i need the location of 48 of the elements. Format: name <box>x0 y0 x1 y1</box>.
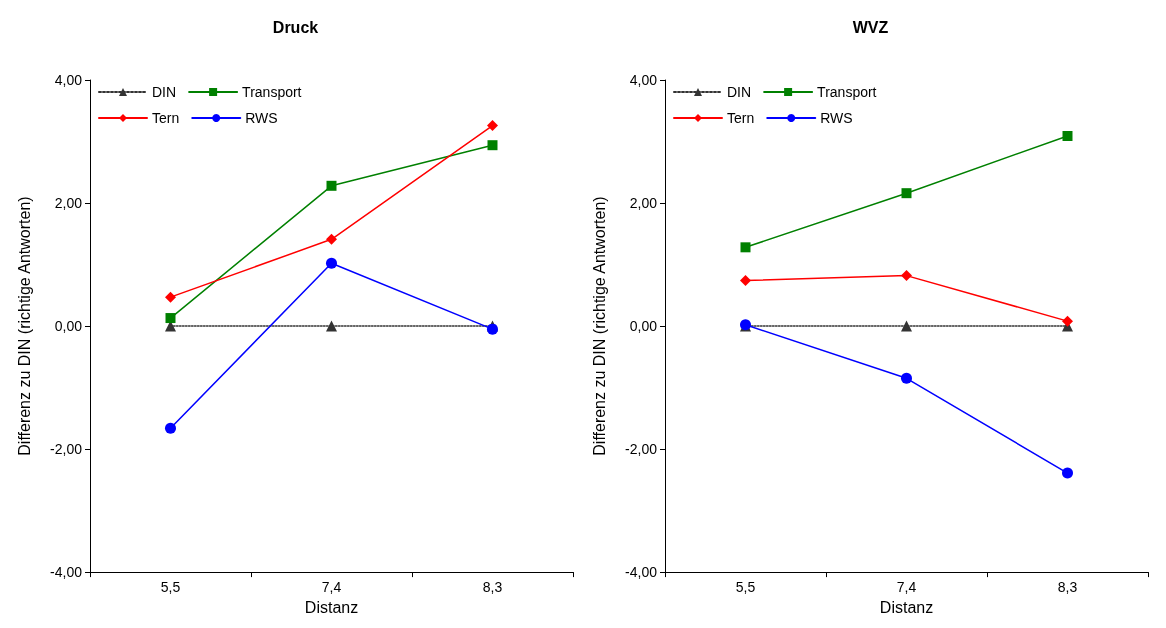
x-tick-label: 7,4 <box>321 579 342 596</box>
point <box>1062 467 1073 479</box>
point <box>1062 130 1073 141</box>
point <box>326 233 337 245</box>
point <box>487 120 498 132</box>
point <box>326 257 337 269</box>
point <box>326 320 337 332</box>
chart-title: WVZ <box>852 18 889 36</box>
x-tick-label: 5,5 <box>735 579 756 596</box>
y-tick-label: 2,00 <box>629 195 658 212</box>
x-axis-title: Distanz <box>304 598 359 616</box>
legend-label: DIN <box>152 84 177 100</box>
point <box>740 275 751 287</box>
x-tick-label: 7,4 <box>896 579 917 596</box>
y-tick-label: -2,00 <box>625 441 658 458</box>
point <box>901 372 912 384</box>
point <box>165 313 176 324</box>
legend-label: Transport <box>242 84 302 100</box>
point <box>1062 315 1073 327</box>
y-tick-label: 0,00 <box>629 318 658 335</box>
legend-label: Tern <box>152 110 180 126</box>
y-tick-label: 2,00 <box>54 195 83 212</box>
point <box>901 188 912 199</box>
legend-label: Tern <box>727 110 755 126</box>
legend-label: Transport <box>817 84 877 100</box>
y-tick-label: -4,00 <box>50 564 83 581</box>
y-tick-label: 4,00 <box>54 72 83 88</box>
x-tick-label: 8,3 <box>482 579 503 596</box>
x-axis-title: Distanz <box>879 598 934 616</box>
y-axis-title: Differenz zu DIN (richtige Antworten) <box>590 196 608 456</box>
point <box>165 291 176 303</box>
point <box>326 180 337 191</box>
y-tick-label: -2,00 <box>50 441 83 458</box>
point <box>740 242 751 253</box>
point <box>901 270 912 282</box>
y-tick-label: 0,00 <box>54 318 83 335</box>
legend-label: RWS <box>820 110 853 126</box>
y-tick-label: 4,00 <box>629 72 658 88</box>
legend-label: DIN <box>727 84 752 100</box>
x-tick-label: 5,5 <box>160 579 181 596</box>
point <box>165 422 176 434</box>
y-axis-title: Differenz zu DIN (richtige Antworten) <box>15 196 33 456</box>
y-tick-label: -4,00 <box>625 564 658 581</box>
point <box>901 320 912 332</box>
x-tick-label: 8,3 <box>1057 579 1078 596</box>
legend-label: RWS <box>245 110 278 126</box>
point <box>487 140 498 151</box>
chart-title: Druck <box>272 18 319 36</box>
